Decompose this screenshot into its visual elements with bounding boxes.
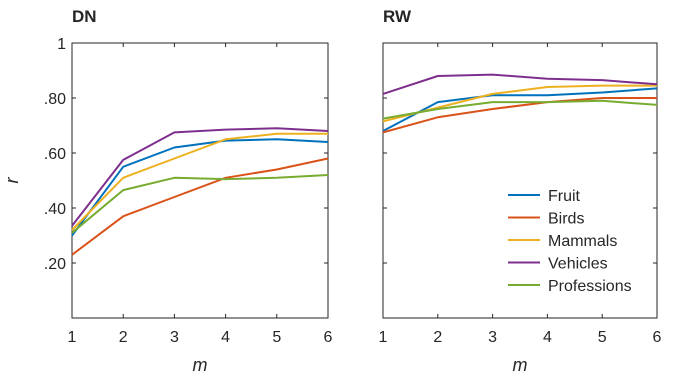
y-tick-label: .40 [44,201,66,218]
panel-1-title: DN [72,7,97,26]
x-tick-label: 5 [272,329,281,346]
panel-1-x-axis-label: m [193,355,208,375]
y-tick-label: .60 [44,146,66,163]
x-tick-label: 4 [221,329,230,346]
panel-1-axes-box [71,42,329,319]
x-tick-label: 1 [68,329,77,346]
y-tick-label: .20 [44,256,66,273]
series-line-birds [71,157,329,256]
x-tick-label: 3 [488,329,497,346]
series-line-professions [71,174,329,234]
legend-label-fruit: Fruit [548,188,581,205]
panel-1-y-axis-label: r [2,177,22,184]
series-line-professions [382,99,658,120]
x-tick-label: 3 [170,329,179,346]
panel-2-x-axis-label: m [513,355,528,375]
series-line-fruit [71,138,329,237]
x-tick-label: 2 [433,329,442,346]
x-tick-label: 6 [653,329,662,346]
x-tick-label: 2 [119,329,128,346]
x-tick-label: 5 [598,329,607,346]
legend-label-birds: Birds [548,211,584,228]
series-line-fruit [382,87,658,132]
legend-label-mammals: Mammals [548,233,617,250]
y-tick-label: 1 [57,36,66,53]
series-line-vehicles [382,73,658,95]
series-line-mammals [71,132,328,231]
y-tick-label: .80 [44,91,66,108]
legend-label-professions: Professions [548,278,632,295]
legend-label-vehicles: Vehicles [548,256,608,273]
x-tick-label: 1 [379,329,388,346]
series-line-vehicles [71,127,329,227]
x-tick-label: 6 [324,329,333,346]
series-line-birds [382,97,657,134]
panel-2-axes-box [382,42,658,319]
x-tick-label: 4 [543,329,552,346]
panel-2-title: RW [383,7,412,26]
